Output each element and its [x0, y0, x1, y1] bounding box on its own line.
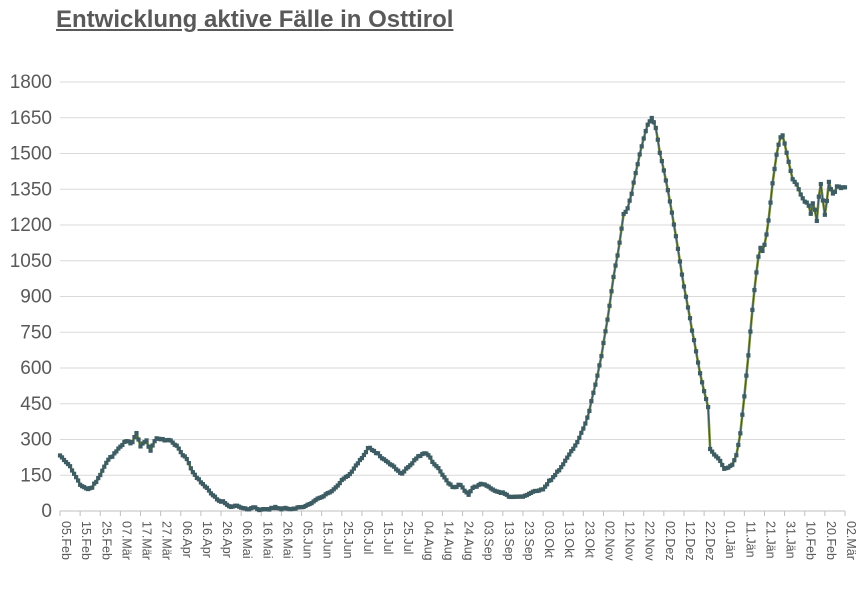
svg-text:0: 0	[41, 501, 52, 522]
svg-text:02.Nov: 02.Nov	[602, 521, 616, 561]
svg-text:02.Mär: 02.Mär	[844, 521, 858, 560]
svg-text:05.Jun: 05.Jun	[301, 521, 315, 559]
svg-text:01.Jän: 01.Jän	[723, 521, 737, 559]
svg-text:1350: 1350	[10, 179, 52, 200]
svg-text:12.Nov: 12.Nov	[623, 521, 637, 561]
svg-text:25.Jun: 25.Jun	[341, 521, 355, 559]
svg-text:1500: 1500	[10, 144, 52, 165]
svg-text:13.Sep: 13.Sep	[502, 521, 516, 561]
svg-text:26.Mai: 26.Mai	[280, 521, 294, 559]
svg-text:27.Mär: 27.Mär	[160, 521, 174, 560]
svg-text:22.Nov: 22.Nov	[643, 521, 657, 561]
svg-text:24.Aug: 24.Aug	[462, 521, 476, 561]
svg-text:1650: 1650	[10, 108, 52, 129]
svg-text:07.Mär: 07.Mär	[119, 521, 133, 560]
svg-text:600: 600	[20, 358, 52, 379]
svg-text:1050: 1050	[10, 251, 52, 272]
svg-text:21.Jän: 21.Jän	[763, 521, 777, 559]
svg-text:03.Sep: 03.Sep	[482, 521, 496, 561]
svg-text:06.Apr: 06.Apr	[180, 521, 194, 558]
svg-text:20.Feb: 20.Feb	[824, 521, 838, 560]
svg-text:750: 750	[20, 322, 52, 343]
svg-text:450: 450	[20, 394, 52, 415]
svg-text:31.Jän: 31.Jän	[784, 521, 798, 559]
svg-text:04.Aug: 04.Aug	[421, 521, 435, 561]
svg-text:11.Jän: 11.Jän	[743, 521, 757, 558]
svg-text:900: 900	[20, 287, 52, 308]
svg-text:05.Jul: 05.Jul	[361, 521, 375, 554]
svg-text:16.Mai: 16.Mai	[260, 521, 274, 559]
svg-text:300: 300	[20, 430, 52, 451]
svg-text:1800: 1800	[10, 72, 52, 93]
svg-text:12.Dez: 12.Dez	[683, 521, 697, 561]
svg-text:25.Jul: 25.Jul	[401, 521, 415, 554]
svg-text:17.Mär: 17.Mär	[140, 521, 154, 560]
svg-text:23.Okt: 23.Okt	[582, 521, 596, 558]
svg-text:26.Apr: 26.Apr	[220, 521, 234, 558]
svg-text:22.Dez: 22.Dez	[703, 521, 717, 561]
svg-text:03.Okt: 03.Okt	[542, 521, 556, 558]
svg-text:25.Feb: 25.Feb	[99, 521, 113, 560]
svg-text:06.Mai: 06.Mai	[240, 521, 254, 559]
svg-text:02.Dez: 02.Dez	[663, 521, 677, 561]
svg-text:150: 150	[20, 465, 52, 486]
svg-text:13.Okt: 13.Okt	[562, 521, 576, 558]
svg-text:10.Feb: 10.Feb	[804, 521, 818, 560]
svg-text:14.Aug: 14.Aug	[441, 521, 455, 561]
svg-text:23.Sep: 23.Sep	[522, 521, 536, 561]
svg-text:1200: 1200	[10, 215, 52, 236]
svg-text:15.Jun: 15.Jun	[321, 521, 335, 559]
svg-text:15.Feb: 15.Feb	[79, 521, 93, 560]
svg-text:15.Jul: 15.Jul	[381, 521, 395, 554]
svg-text:16.Apr: 16.Apr	[200, 521, 214, 558]
svg-text:05.Feb: 05.Feb	[59, 521, 73, 560]
